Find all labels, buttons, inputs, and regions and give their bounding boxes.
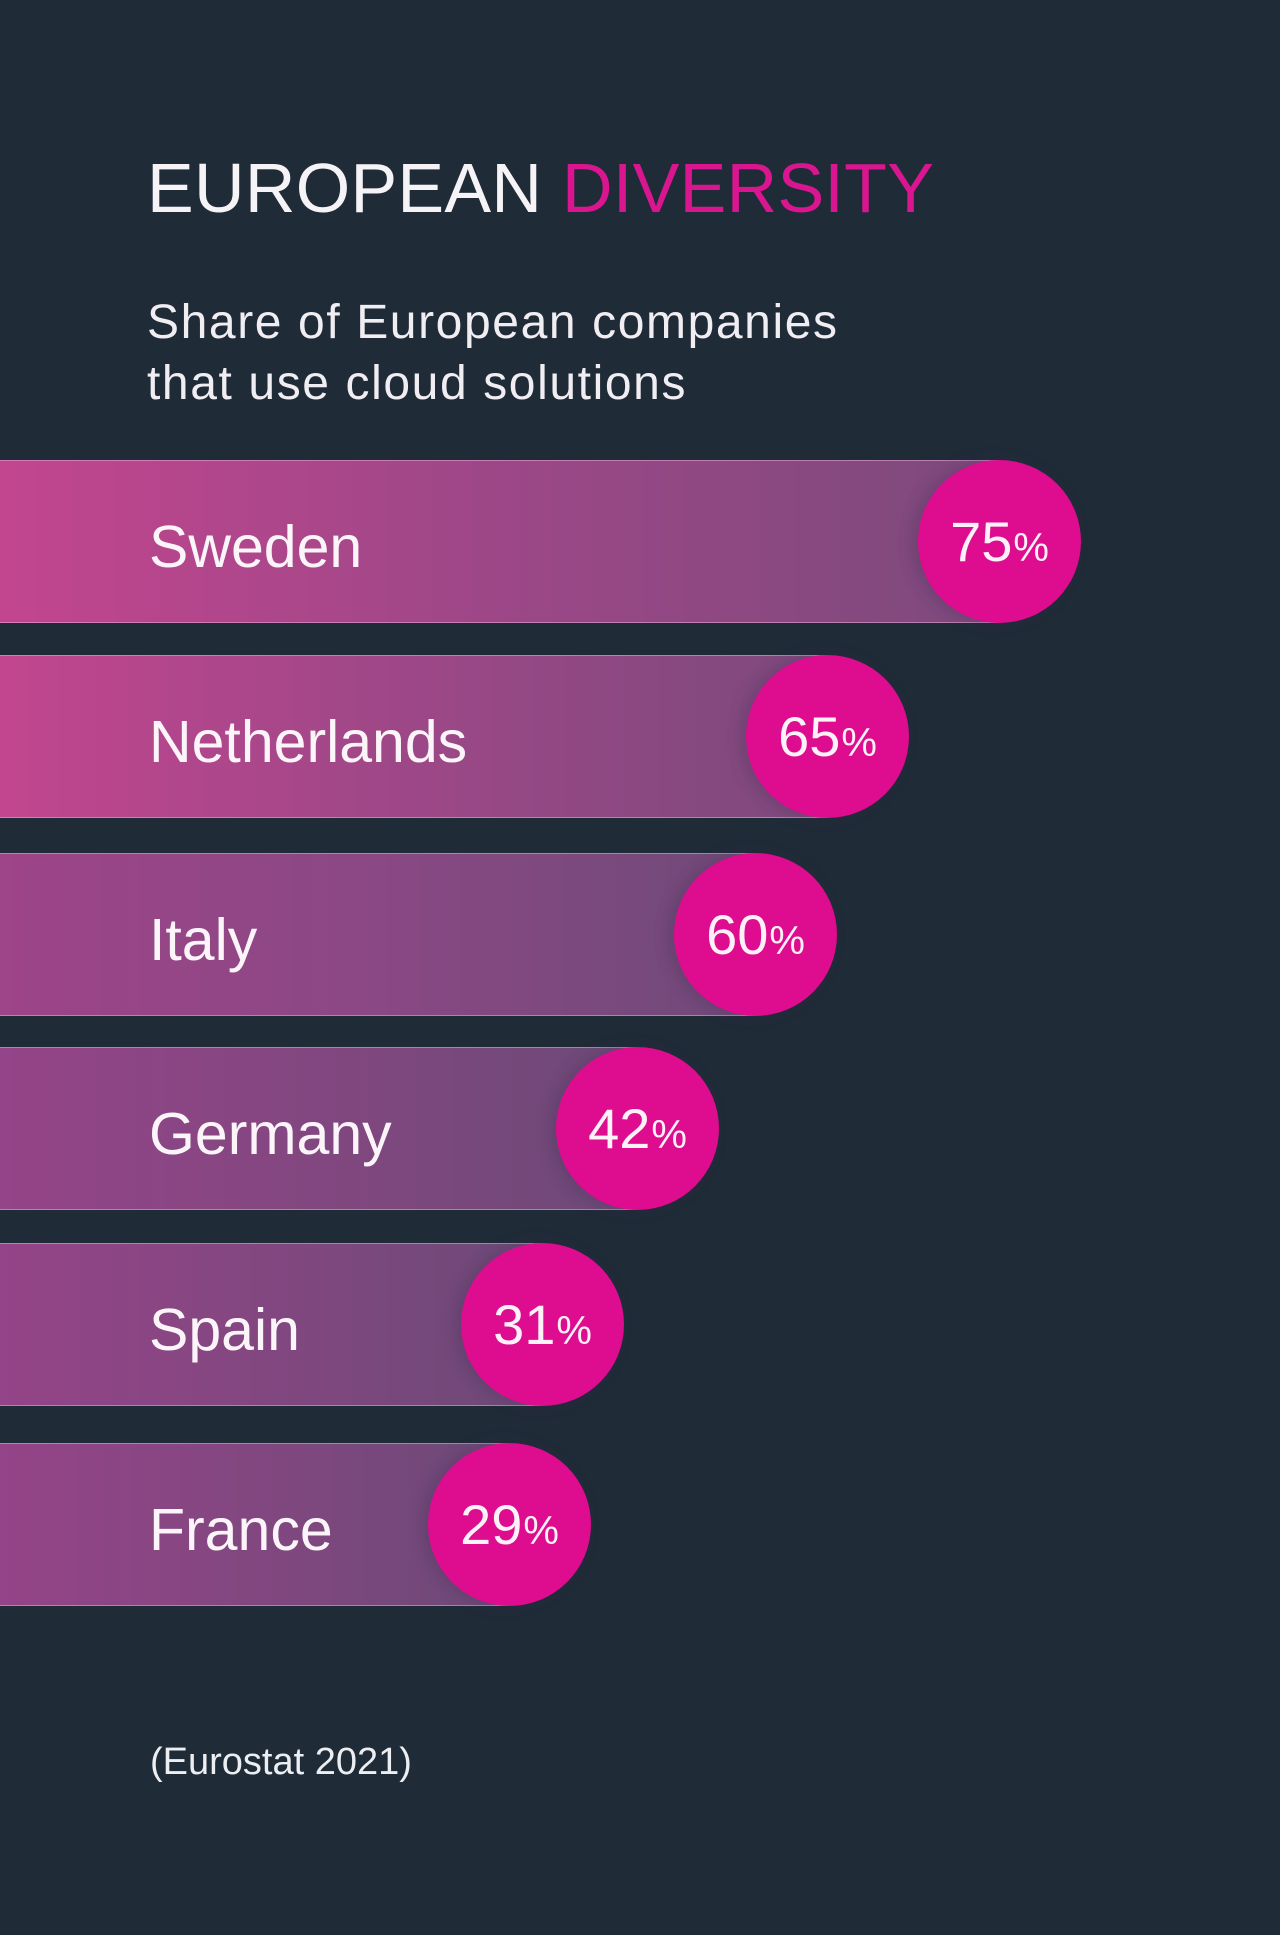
- value-badge-germany: 42%: [556, 1047, 719, 1210]
- subtitle-line-1: Share of European companies: [147, 296, 839, 349]
- value-number: 31: [493, 1292, 556, 1356]
- value-number: 65: [778, 704, 841, 768]
- value-unit: %: [651, 1112, 687, 1157]
- value-number: 75: [950, 509, 1013, 573]
- chart-title: EUROPEAN DIVERSITY: [147, 148, 934, 228]
- value-number: 42: [588, 1096, 651, 1160]
- bar-france: [0, 1443, 509, 1606]
- value-number: 29: [460, 1492, 523, 1556]
- value-unit: %: [841, 720, 877, 765]
- subtitle-line-2: that use cloud solutions: [147, 357, 688, 410]
- bar-label-sweden: Sweden: [149, 513, 363, 580]
- bar-sweden: [0, 460, 999, 623]
- value-badge-sweden: 75%: [918, 460, 1081, 623]
- bar-label-germany: Germany: [149, 1100, 392, 1167]
- bar-spain: [0, 1243, 542, 1406]
- value-number: 60: [706, 902, 769, 966]
- chart-subtitle: Share of European companies that use clo…: [147, 292, 1047, 414]
- value-unit: %: [556, 1308, 592, 1353]
- title-part-diversity: DIVERSITY: [562, 149, 935, 227]
- bar-label-spain: Spain: [149, 1296, 300, 1363]
- value-badge-netherlands: 65%: [746, 655, 909, 818]
- value-unit: %: [1013, 525, 1049, 570]
- bar-netherlands: [0, 655, 827, 818]
- source-note: (Eurostat 2021): [150, 1741, 412, 1783]
- value-badge-france: 29%: [428, 1443, 591, 1606]
- bar-label-france: France: [149, 1496, 333, 1563]
- value-badge-spain: 31%: [461, 1243, 624, 1406]
- value-badge-italy: 60%: [674, 853, 837, 1016]
- bar-row-netherlands: Netherlands 65%: [0, 655, 909, 818]
- value-unit: %: [523, 1508, 559, 1553]
- bar-label-italy: Italy: [149, 906, 258, 973]
- bar-row-germany: Germany 42%: [0, 1047, 719, 1210]
- bar-row-italy: Italy 60%: [0, 853, 837, 1016]
- bar-italy: [0, 853, 755, 1016]
- bar-row-sweden: Sweden 75%: [0, 460, 1081, 623]
- bar-row-france: France 29%: [0, 1443, 591, 1606]
- bar-row-spain: Spain 31%: [0, 1243, 624, 1406]
- bar-label-netherlands: Netherlands: [149, 708, 468, 775]
- title-part-european: EUROPEAN: [147, 149, 543, 227]
- value-unit: %: [769, 918, 805, 963]
- bar-germany: [0, 1047, 637, 1210]
